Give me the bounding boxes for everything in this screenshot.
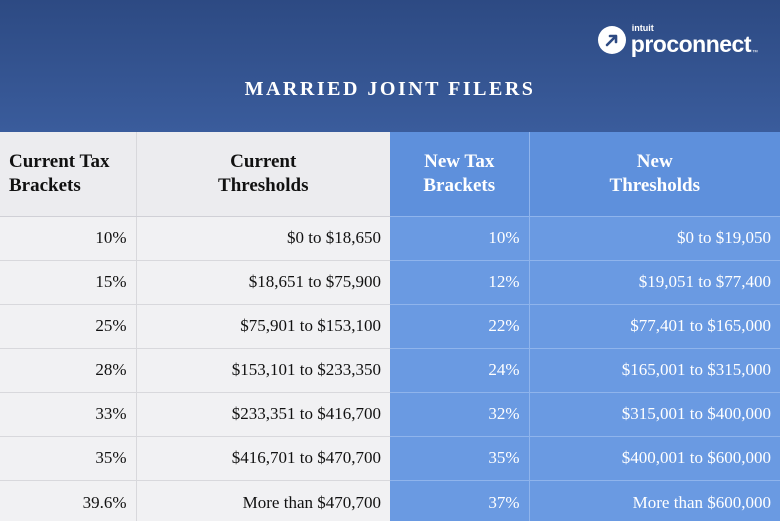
current-rate-cell: 35% xyxy=(0,436,137,481)
header-current-brackets: Current Tax Brackets xyxy=(0,132,137,217)
new-rate-cell: 10% xyxy=(390,216,530,261)
header-current-thresholds: Current Thresholds xyxy=(136,132,390,217)
current-threshold-cell: $153,101 to $233,350 xyxy=(136,348,390,393)
new-rate-cell: 37% xyxy=(390,480,530,521)
header-banner: intuit proconnect™ MARRIED JOINT FILERS xyxy=(0,0,780,132)
logo-proconnect-text: proconnect xyxy=(630,31,752,57)
new-rate-cell: 35% xyxy=(390,436,530,481)
current-threshold-cell: $233,351 to $416,700 xyxy=(136,392,390,437)
current-threshold-cell: $75,901 to $153,100 xyxy=(136,304,390,349)
current-rate-cell: 10% xyxy=(0,216,137,261)
current-rate-cell: 28% xyxy=(0,348,137,393)
logo-intuit-text: intuit xyxy=(631,23,654,33)
table-row: 35% $416,701 to $470,700 35% $400,001 to… xyxy=(0,436,780,481)
table-row: 25% $75,901 to $153,100 22% $77,401 to $… xyxy=(0,304,780,349)
table-row: 15% $18,651 to $75,900 12% $19,051 to $7… xyxy=(0,260,780,305)
header-new-thresholds: New Thresholds xyxy=(529,132,780,217)
new-threshold-cell: $19,051 to $77,400 xyxy=(529,260,780,305)
new-threshold-cell: $77,401 to $165,000 xyxy=(529,304,780,349)
arrow-badge-icon xyxy=(597,26,626,54)
tax-brackets-table: Current Tax Brackets Current Thresholds Ne… xyxy=(0,132,780,521)
new-rate-cell: 24% xyxy=(390,348,530,393)
header-new-brackets: New Tax Brackets xyxy=(390,132,530,217)
new-threshold-cell: $400,001 to $600,000 xyxy=(529,436,780,481)
new-threshold-cell: $165,001 to $315,000 xyxy=(529,348,780,393)
new-rate-cell: 22% xyxy=(390,304,530,349)
current-rate-cell: 33% xyxy=(0,392,137,437)
current-threshold-cell: $0 to $18,650 xyxy=(136,216,390,261)
page-title: MARRIED JOINT FILERS xyxy=(244,78,536,100)
current-rate-cell: 39.6% xyxy=(0,480,137,521)
table-row: 10% $0 to $18,650 10% $0 to $19,050 xyxy=(0,216,780,261)
current-threshold-cell: $416,701 to $470,700 xyxy=(136,436,390,481)
current-threshold-cell: More than $470,700 xyxy=(136,480,390,521)
table-row: 39.6% More than $470,700 37% More than $… xyxy=(0,480,780,521)
proconnect-logo: intuit proconnect™ xyxy=(597,23,758,57)
new-threshold-cell: $315,001 to $400,000 xyxy=(529,392,780,437)
new-threshold-cell: More than $600,000 xyxy=(529,480,780,521)
table-row: 28% $153,101 to $233,350 24% $165,001 to… xyxy=(0,348,780,393)
new-rate-cell: 12% xyxy=(390,260,530,305)
current-threshold-cell: $18,651 to $75,900 xyxy=(136,260,390,305)
new-rate-cell: 32% xyxy=(390,392,530,437)
table-row: 33% $233,351 to $416,700 32% $315,001 to… xyxy=(0,392,780,437)
current-rate-cell: 15% xyxy=(0,260,137,305)
new-threshold-cell: $0 to $19,050 xyxy=(529,216,780,261)
logo-trademark: ™ xyxy=(752,50,758,56)
current-rate-cell: 25% xyxy=(0,304,137,349)
table-header-row: Current Tax Brackets Current Thresholds Ne… xyxy=(0,132,780,217)
